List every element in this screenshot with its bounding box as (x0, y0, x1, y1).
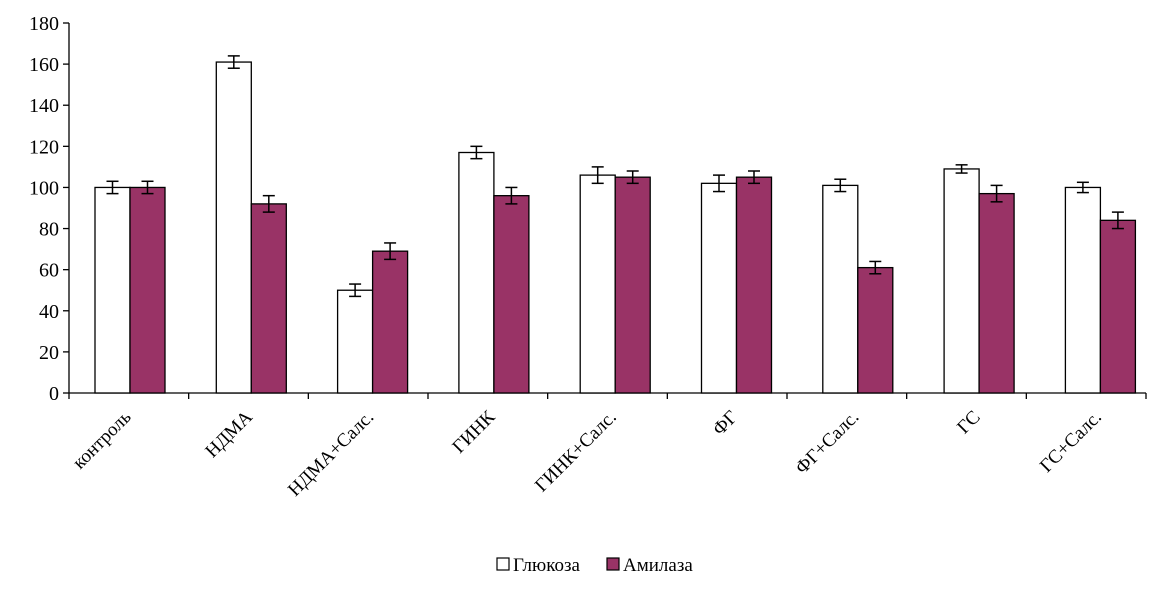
bar-glucose (943, 168, 980, 394)
category-label: ГС+Салс. (1036, 407, 1106, 477)
category-label: НДМА (201, 406, 257, 462)
legend-swatch-amylase (606, 557, 620, 571)
category-label: ГС (953, 407, 984, 438)
y-tick-label: 0 (49, 383, 59, 405)
bar-amylase (735, 176, 773, 394)
category-label: НДМА+Салс. (284, 407, 378, 501)
bar-glucose (700, 182, 738, 394)
bar-amylase (129, 186, 166, 394)
y-tick-label: 140 (29, 95, 59, 117)
bar-glucose (579, 174, 616, 394)
legend-label-amylase: Амилаза (623, 555, 693, 576)
y-tick-label: 40 (39, 301, 59, 323)
bar-amylase (493, 195, 530, 394)
bar-glucose (215, 61, 252, 394)
legend: Глюкоза Амилаза (496, 555, 693, 576)
category-label: ФГ+Салс. (791, 407, 863, 479)
bar-amylase (614, 176, 651, 394)
bar-amylase (1099, 219, 1137, 394)
y-tick-label: 120 (29, 136, 59, 158)
category-label: контроль (69, 406, 136, 473)
bar-amylase (978, 192, 1015, 394)
bar-glucose (822, 184, 859, 394)
bar-amylase (857, 266, 894, 394)
category-labels: контроль НДМА НДМА+Салс. ГИНК ГИНК+Салс. ФГ ФГ… (69, 406, 1106, 500)
bar-glucose (458, 151, 495, 394)
bar-amylase (371, 250, 409, 394)
category-label: ГИНК (448, 406, 499, 457)
y-tick-label: 60 (39, 260, 59, 282)
y-tick-label: 180 (29, 13, 59, 35)
bar-glucose (336, 289, 374, 394)
y-tick-label: 100 (29, 177, 59, 199)
bar-glucose (1064, 186, 1102, 394)
bar-amylase (250, 203, 287, 394)
y-tick-label: 80 (39, 219, 59, 241)
legend-label-glucose: Глюкоза (513, 555, 581, 576)
y-tick-label: 160 (29, 54, 59, 76)
category-label: ФГ (709, 407, 742, 440)
bar-glucose (94, 186, 131, 394)
legend-swatch-glucose (496, 557, 510, 571)
category-label: ГИНК+Салс. (531, 407, 621, 497)
bars (94, 61, 1137, 394)
y-tick-label: 20 (39, 342, 59, 364)
error-bars (106, 55, 1124, 298)
